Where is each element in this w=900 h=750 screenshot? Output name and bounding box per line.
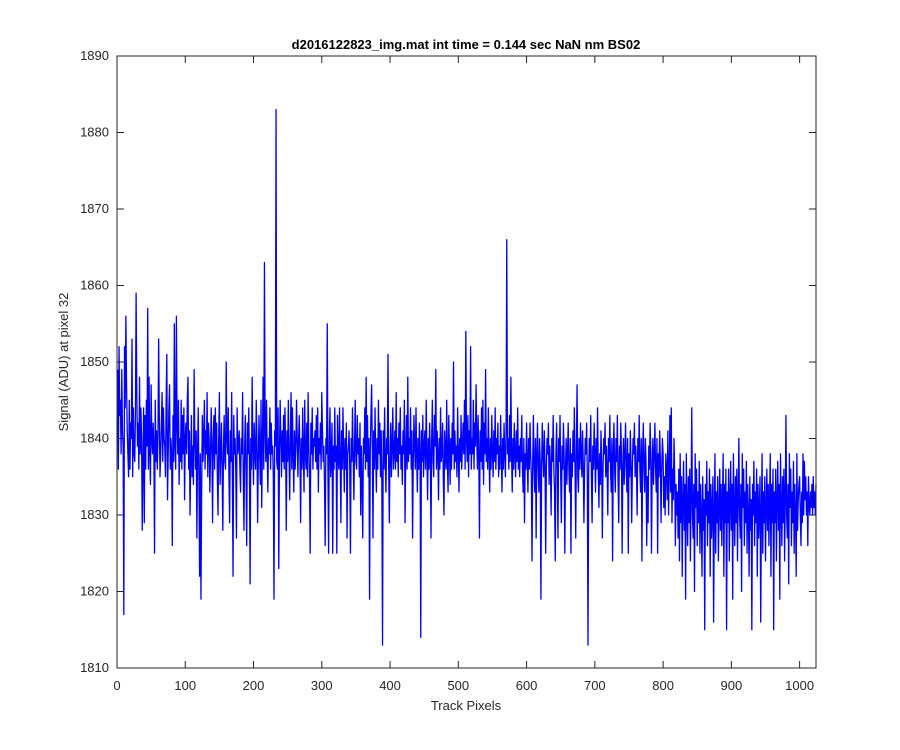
x-tick-label: 900 (721, 678, 743, 693)
x-axis-label: Track Pixels (431, 698, 502, 713)
y-tick-label: 1850 (80, 354, 109, 369)
axis-ticks (116, 55, 816, 669)
y-tick-label: 1830 (80, 507, 109, 522)
signal-line (117, 108, 817, 646)
chart-title: d2016122823_img.mat int time = 0.144 sec… (292, 37, 641, 52)
x-tick-label: 300 (311, 678, 333, 693)
y-tick-label: 1810 (80, 660, 109, 675)
x-tick-label: 700 (584, 678, 606, 693)
y-tick-label: 1890 (80, 48, 109, 63)
x-tick-label: 500 (447, 678, 469, 693)
x-tick-label: 800 (652, 678, 674, 693)
x-tick-label: 0 (113, 678, 120, 693)
x-tick-label: 600 (516, 678, 538, 693)
y-tick-label: 1820 (80, 584, 109, 599)
series-lines (117, 108, 817, 646)
x-tick-label: 200 (243, 678, 265, 693)
x-tick-label: 100 (174, 678, 196, 693)
y-tick-label: 1870 (80, 201, 109, 216)
y-tick-label: 1840 (80, 431, 109, 446)
x-tick-label: 1000 (785, 678, 814, 693)
tick-labels: 0 100 200 300 400 500 600 700 800 900 1000 1810 1820… (80, 48, 814, 693)
x-tick-label: 400 (379, 678, 401, 693)
y-tick-label: 1860 (80, 278, 109, 293)
y-axis-label: Signal (ADU) at pixel 32 (56, 293, 71, 432)
y-tick-label: 1880 (80, 125, 109, 140)
axes-box (116, 55, 817, 669)
